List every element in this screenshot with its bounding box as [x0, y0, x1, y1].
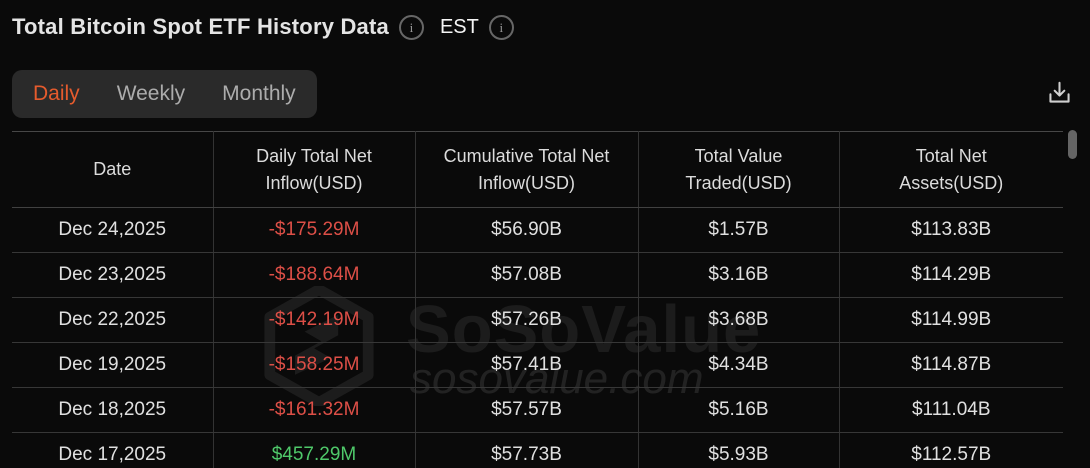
column-header-net-assets: Total Net Assets(USD) — [839, 131, 1063, 208]
date-cell: Dec 17,2025 — [12, 432, 214, 468]
column-header-date: Date — [12, 131, 214, 208]
toolbar-row: Daily Weekly Monthly — [12, 70, 1078, 118]
value-traded-cell: $5.16B — [638, 387, 840, 433]
date-cell: Dec 19,2025 — [12, 342, 214, 388]
tab-monthly[interactable]: Monthly — [222, 82, 296, 105]
cumulative-inflow-cell: $57.73B — [415, 432, 639, 468]
daily-inflow-cell: -$142.19M — [213, 297, 416, 343]
value-traded-cell: $5.93B — [638, 432, 840, 468]
date-cell: Dec 23,2025 — [12, 252, 214, 298]
timezone-info-icon[interactable]: i — [488, 14, 514, 40]
net-assets-cell: $113.83B — [839, 207, 1063, 253]
daily-inflow-cell: -$175.29M — [213, 207, 416, 253]
date-cell: Dec 18,2025 — [12, 387, 214, 433]
download-button[interactable] — [1044, 78, 1075, 110]
table-header-row: Date Daily Total Net Inflow(USD) Cumulat… — [12, 131, 1063, 208]
net-assets-cell: $114.87B — [839, 342, 1063, 388]
info-icon[interactable]: i — [398, 14, 424, 40]
column-header-cumulative-net-inflow: Cumulative Total Net Inflow(USD) — [415, 131, 639, 208]
net-assets-cell: $111.04B — [839, 387, 1063, 433]
table-row: Dec 23,2025 -$188.64M $57.08B $3.16B $11… — [12, 252, 1063, 298]
value-traded-cell: $4.34B — [638, 342, 840, 388]
timezone-label: EST — [439, 15, 479, 38]
daily-inflow-cell: $457.29M — [213, 432, 416, 468]
cumulative-inflow-cell: $57.57B — [415, 387, 639, 433]
page-title: Total Bitcoin Spot ETF History Data — [12, 14, 389, 39]
value-traded-cell: $3.68B — [638, 297, 840, 343]
tab-weekly[interactable]: Weekly — [116, 82, 186, 105]
net-assets-cell: $114.99B — [839, 297, 1063, 343]
title-row: Total Bitcoin Spot ETF History Data i ES… — [12, 14, 514, 40]
daily-inflow-cell: -$188.64M — [213, 252, 416, 298]
table-row: Dec 24,2025 -$175.29M $56.90B $1.57B $11… — [12, 207, 1063, 253]
table-row: Dec 19,2025 -$158.25M $57.41B $4.34B $11… — [12, 342, 1063, 388]
download-icon — [1044, 81, 1075, 110]
cumulative-inflow-cell: $57.26B — [415, 297, 639, 343]
cumulative-inflow-cell: $57.08B — [415, 252, 639, 298]
table-row: Dec 18,2025 -$161.32M $57.57B $5.16B $11… — [12, 387, 1063, 433]
daily-inflow-cell: -$158.25M — [213, 342, 416, 388]
value-traded-cell: $1.57B — [638, 207, 840, 253]
cumulative-inflow-cell: $57.41B — [415, 342, 639, 388]
etf-history-table-zone: Date Daily Total Net Inflow(USD) Cumulat… — [12, 131, 1063, 468]
net-assets-cell: $112.57B — [839, 432, 1063, 468]
cumulative-inflow-cell: $56.90B — [415, 207, 639, 253]
date-cell: Dec 22,2025 — [12, 297, 214, 343]
column-header-daily-net-inflow: Daily Total Net Inflow(USD) — [213, 131, 416, 208]
column-header-value-traded: Total Value Traded(USD) — [638, 131, 840, 208]
date-cell: Dec 24,2025 — [12, 207, 214, 253]
value-traded-cell: $3.16B — [638, 252, 840, 298]
daily-inflow-cell: -$161.32M — [213, 387, 416, 433]
net-assets-cell: $114.29B — [839, 252, 1063, 298]
tab-bar: Daily Weekly Monthly — [12, 70, 317, 118]
tab-daily[interactable]: Daily — [33, 82, 80, 105]
etf-history-table: Date Daily Total Net Inflow(USD) Cumulat… — [12, 131, 1063, 468]
table-row: Dec 22,2025 -$142.19M $57.26B $3.68B $11… — [12, 297, 1063, 343]
table-row: Dec 17,2025 $457.29M $57.73B $5.93B $112… — [12, 432, 1063, 468]
vertical-scrollbar-thumb[interactable] — [1068, 130, 1077, 159]
